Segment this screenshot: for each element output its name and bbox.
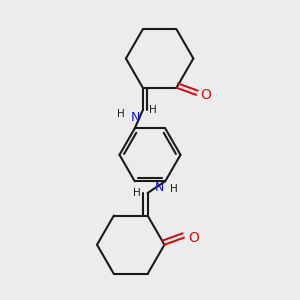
- Text: O: O: [188, 231, 199, 244]
- Text: O: O: [200, 88, 211, 102]
- Text: H: H: [134, 188, 141, 198]
- Text: H: H: [117, 110, 125, 119]
- Text: H: H: [170, 184, 178, 194]
- Text: N: N: [155, 181, 164, 194]
- Text: H: H: [149, 105, 157, 115]
- Text: N: N: [131, 111, 140, 124]
